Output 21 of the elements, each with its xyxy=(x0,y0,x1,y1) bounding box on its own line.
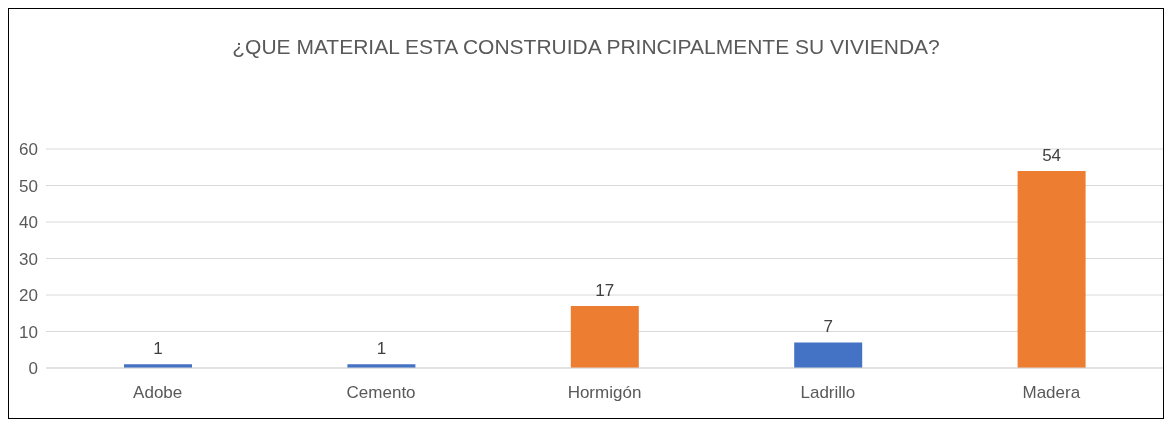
y-tick-label: 20 xyxy=(19,286,38,306)
x-tick-label: Cemento xyxy=(346,383,416,403)
x-tick-label: Ladrillo xyxy=(800,383,856,403)
data-label: 1 xyxy=(153,339,163,359)
data-label: 17 xyxy=(595,280,615,300)
x-tick-label: Hormigón xyxy=(567,383,642,403)
y-tick-label: 0 xyxy=(28,359,38,379)
y-tick-label: 50 xyxy=(19,176,38,196)
bar xyxy=(570,305,639,368)
x-tick-label: Adobe xyxy=(133,383,183,403)
bar xyxy=(1017,170,1086,368)
y-tick-label: 60 xyxy=(19,140,38,160)
y-tick-label: 10 xyxy=(19,322,38,342)
y-tick-label: 30 xyxy=(19,249,38,269)
bar xyxy=(794,342,863,368)
data-label: 7 xyxy=(823,317,833,337)
y-tick-label: 40 xyxy=(19,213,38,233)
chart-title: ¿QUE MATERIAL ESTA CONSTRUIDA PRINCIPALMENTE SU VIVIENDA? xyxy=(231,35,941,59)
data-label: 54 xyxy=(1042,145,1062,165)
data-label: 1 xyxy=(376,339,387,359)
x-tick-label: Madera xyxy=(1022,383,1081,403)
